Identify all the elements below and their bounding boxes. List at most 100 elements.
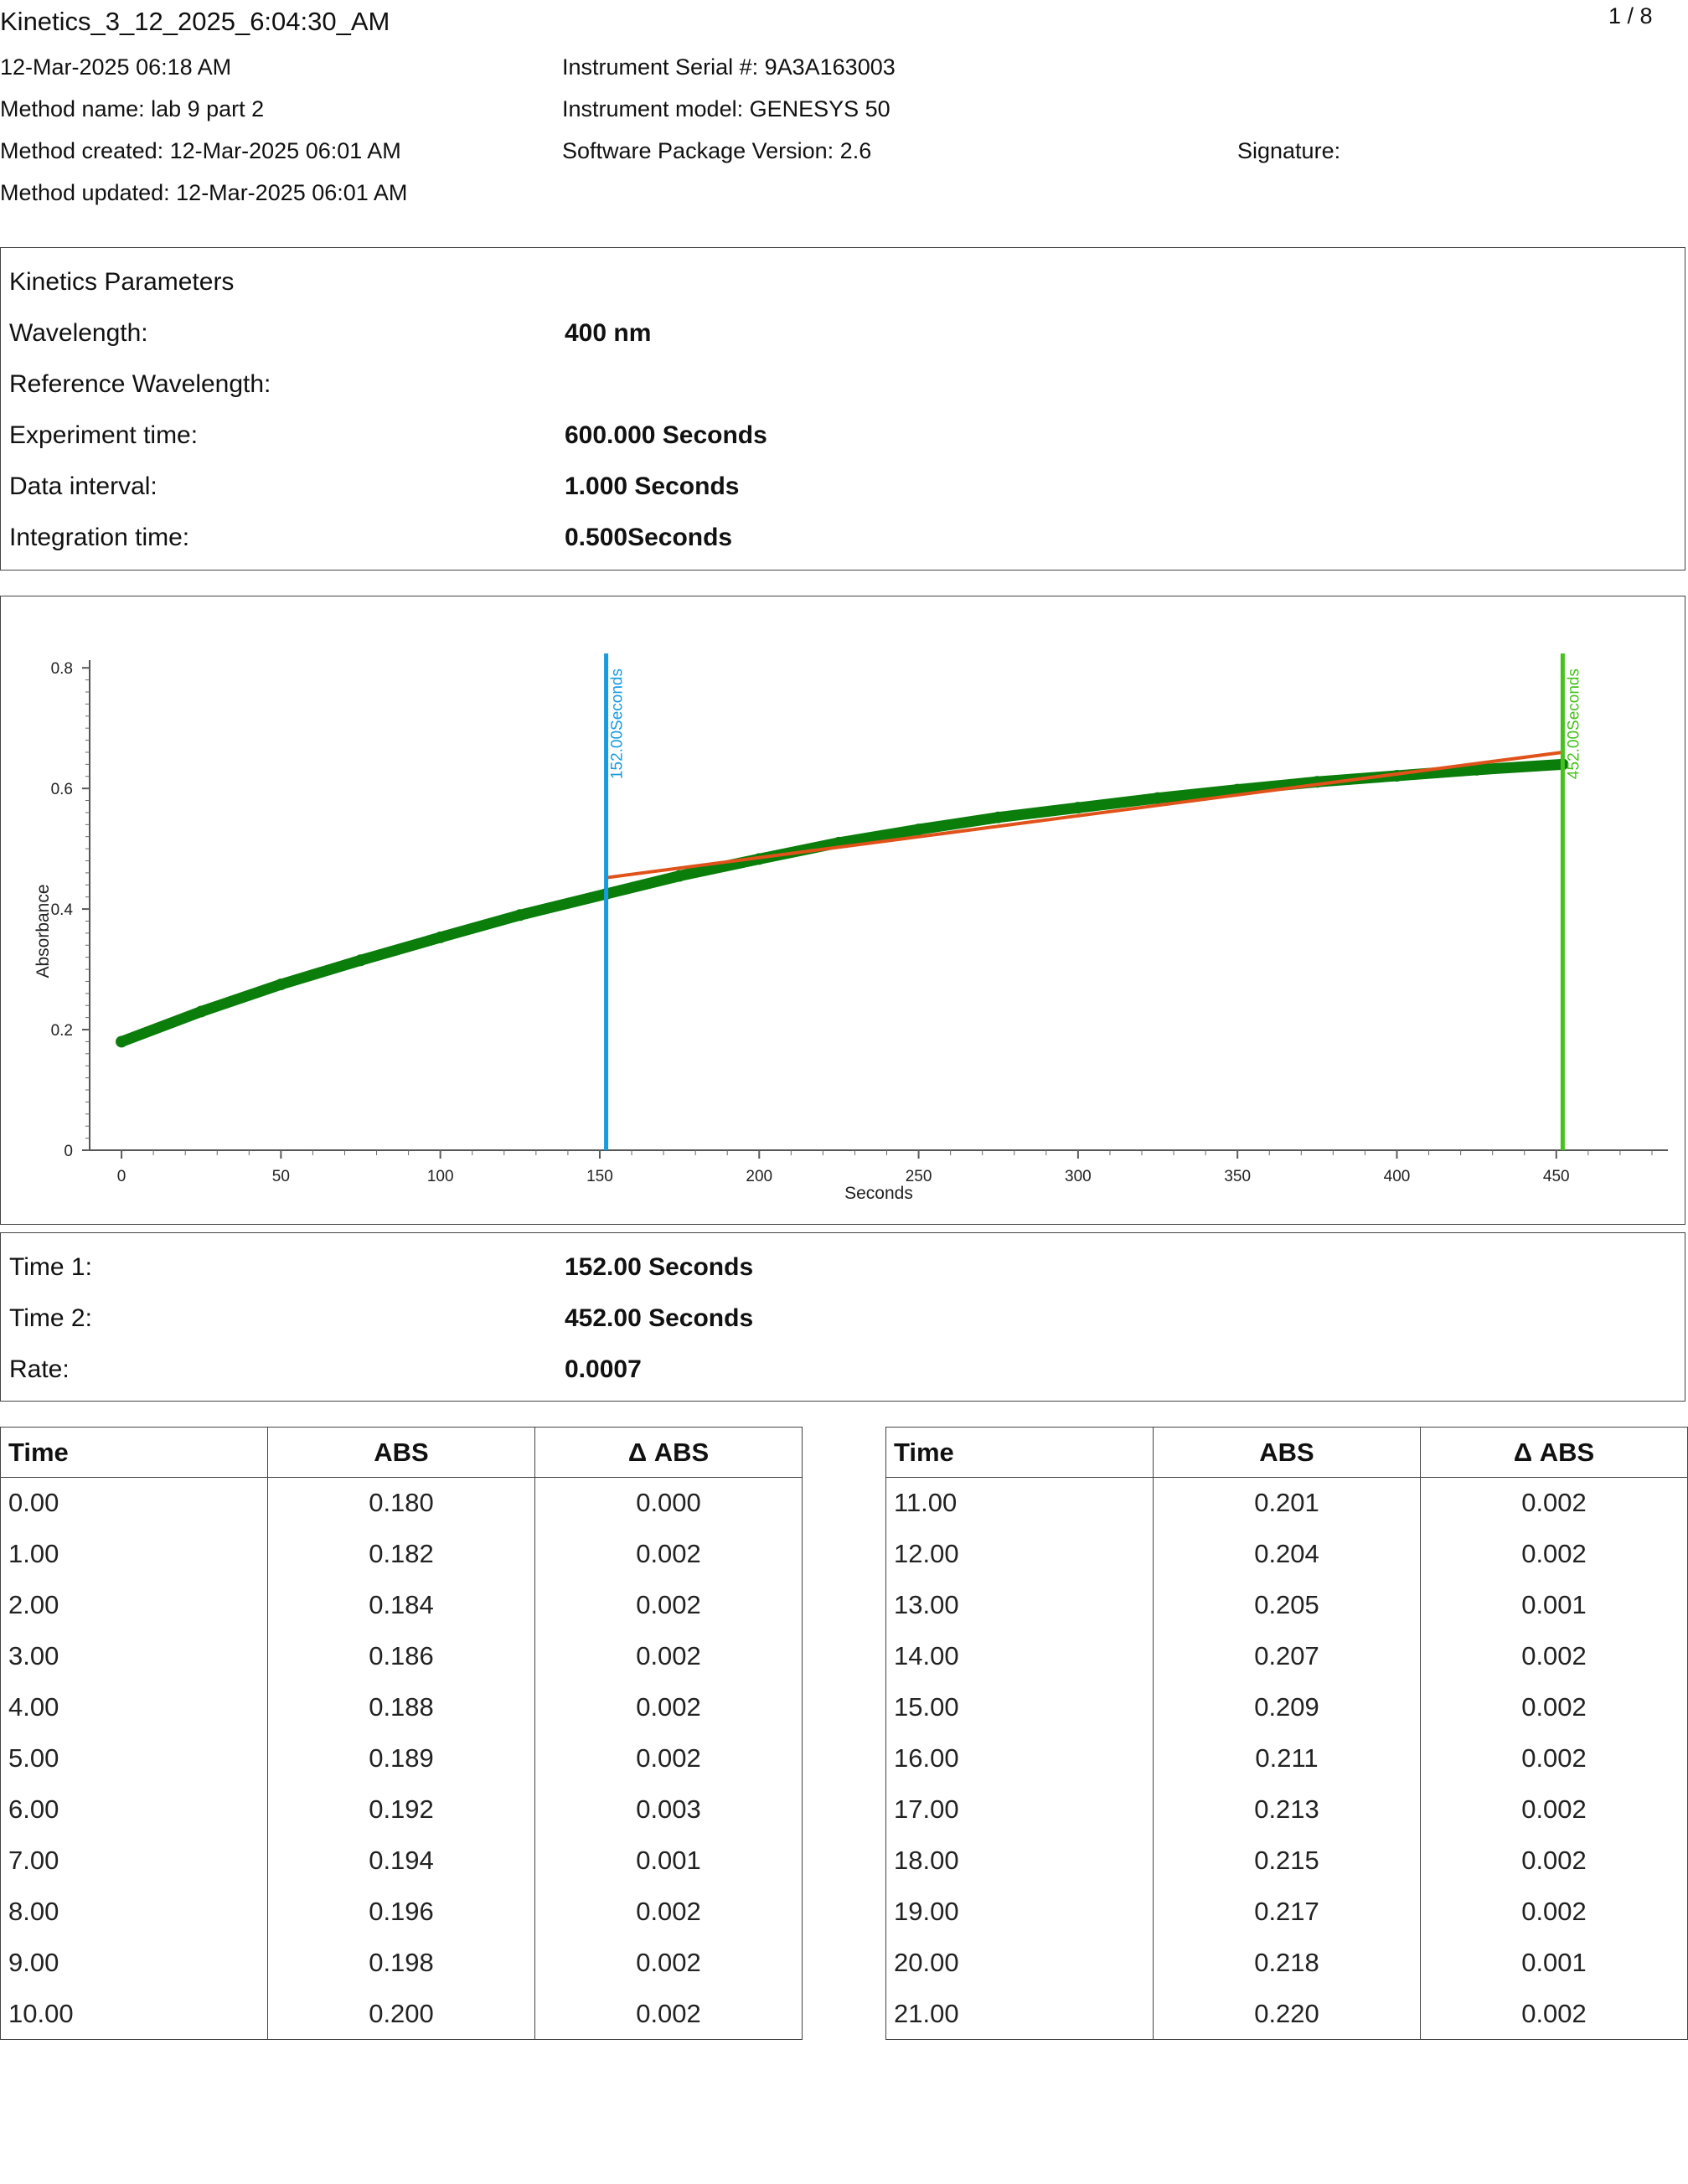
rate-label: Rate: xyxy=(9,1355,70,1383)
table-row: 2.00 0.184 0.002 xyxy=(0,1579,803,1631)
param-label-data-interval: Data interval: xyxy=(9,472,157,500)
absorbance-trace xyxy=(116,758,1568,1047)
abs-cell: 0.200 xyxy=(267,1988,535,2040)
y-tick-label: 0.6 xyxy=(51,781,73,798)
time-marker-label: 452.00Seconds xyxy=(1565,669,1582,779)
report-date: 12-Mar-2025 06:18 AM xyxy=(0,54,232,80)
method-updated: Method updated: 12-Mar-2025 06:01 AM xyxy=(0,180,408,205)
time-cell: 15.00 xyxy=(885,1681,1154,1733)
time-cell: 5.00 xyxy=(0,1732,268,1784)
data-point xyxy=(912,824,925,836)
delta-abs-cell: 0.002 xyxy=(534,1579,803,1631)
time-cell: 19.00 xyxy=(885,1886,1154,1938)
data-point xyxy=(434,931,447,943)
time-cell: 2.00 xyxy=(0,1579,268,1631)
column-header-delta-abs: Δ ABS xyxy=(1420,1427,1688,1478)
y-tick-label: 0.8 xyxy=(51,660,73,678)
column-header-time: Time xyxy=(885,1427,1154,1478)
report-title: Kinetics_3_12_2025_6:04:30_AM xyxy=(0,7,390,36)
time-cell: 21.00 xyxy=(885,1988,1154,2040)
table-row: 3.00 0.186 0.002 xyxy=(0,1630,803,1682)
param-label-integration-time: Integration time: xyxy=(9,524,190,551)
param-value-wavelength: 400 nm xyxy=(565,319,652,347)
time-cell: 17.00 xyxy=(885,1784,1154,1835)
method-name: Method name: lab 9 part 2 xyxy=(0,96,265,121)
delta-abs-cell: 0.002 xyxy=(1420,1681,1688,1733)
delta-abs-cell: 0.002 xyxy=(1420,1886,1688,1938)
abs-cell: 0.217 xyxy=(1153,1886,1421,1938)
time-cell: 1.00 xyxy=(0,1528,268,1580)
abs-cell: 0.211 xyxy=(1153,1732,1421,1784)
delta-abs-cell: 0.002 xyxy=(1420,1528,1688,1580)
table-row: 20.00 0.218 0.001 xyxy=(885,1937,1688,1989)
delta-abs-cell: 0.002 xyxy=(1420,1732,1688,1784)
params-heading: Kinetics Parameters xyxy=(9,268,235,296)
abs-cell: 0.196 xyxy=(267,1886,535,1938)
param-label-experiment-time: Experiment time: xyxy=(9,421,199,449)
x-tick-label: 300 xyxy=(1065,1168,1092,1185)
abs-cell: 0.213 xyxy=(1153,1784,1421,1835)
table-row: 9.00 0.198 0.002 xyxy=(0,1937,803,1989)
abs-cell: 0.188 xyxy=(267,1681,535,1733)
table-row: 18.00 0.215 0.002 xyxy=(885,1835,1688,1887)
abs-cell: 0.205 xyxy=(1153,1579,1421,1631)
param-value-integration-time: 0.500Seconds xyxy=(565,524,733,551)
param-label-wavelength: Wavelength: xyxy=(9,319,148,347)
delta-abs-cell: 0.002 xyxy=(534,1528,803,1580)
abs-cell: 0.194 xyxy=(267,1835,535,1887)
y-tick-label: 0.2 xyxy=(51,1022,73,1040)
table-row: 19.00 0.217 0.002 xyxy=(885,1886,1688,1938)
method-created: Method created: 12-Mar-2025 06:01 AM xyxy=(0,138,401,163)
time-cell: 14.00 xyxy=(885,1630,1154,1682)
time-cell: 18.00 xyxy=(885,1835,1154,1887)
time2-label: Time 2: xyxy=(9,1304,92,1332)
column-header-delta-abs: Δ ABS xyxy=(534,1427,803,1478)
delta-abs-cell: 0.001 xyxy=(534,1835,803,1887)
data-point xyxy=(992,811,1004,824)
time-cell: 0.00 xyxy=(0,1477,268,1529)
x-tick-label: 450 xyxy=(1543,1168,1570,1185)
table-row: 14.00 0.207 0.002 xyxy=(885,1630,1688,1682)
abs-cell: 0.218 xyxy=(1153,1937,1421,1989)
column-header-abs: ABS xyxy=(267,1427,535,1478)
absorbance-chart: 0 0.2 0.4 0.6 0.8 0 50 100 150 200 250 300 350 400 450… xyxy=(34,653,1668,1203)
time-cell: 10.00 xyxy=(0,1988,268,2040)
abs-cell: 0.201 xyxy=(1153,1477,1421,1529)
table-row: 15.00 0.209 0.002 xyxy=(885,1681,1688,1733)
data-point xyxy=(1071,802,1084,814)
delta-abs-cell: 0.002 xyxy=(1420,1630,1688,1682)
y-axis-label: Absorbance xyxy=(34,884,53,978)
abs-cell: 0.220 xyxy=(1153,1988,1421,2040)
abs-cell: 0.207 xyxy=(1153,1630,1421,1682)
table-row: 8.00 0.196 0.002 xyxy=(0,1886,803,1938)
delta-abs-cell: 0.002 xyxy=(1420,1835,1688,1887)
column-header-abs: ABS xyxy=(1153,1427,1421,1478)
table-row: 16.00 0.211 0.002 xyxy=(885,1732,1688,1784)
data-point xyxy=(1152,792,1164,804)
delta-abs-cell: 0.001 xyxy=(1420,1937,1688,1989)
time-cell: 9.00 xyxy=(0,1937,268,1989)
y-tick-label: 0 xyxy=(64,1143,73,1160)
data-point xyxy=(514,909,526,922)
param-value-experiment-time: 600.000 Seconds xyxy=(565,421,767,449)
delta-abs-cell: 0.002 xyxy=(534,1630,803,1682)
abs-cell: 0.209 xyxy=(1153,1681,1421,1733)
time-cell: 16.00 xyxy=(885,1732,1154,1784)
delta-abs-cell: 0.000 xyxy=(534,1477,803,1529)
data-point xyxy=(674,870,686,882)
x-tick-label: 200 xyxy=(746,1168,772,1185)
abs-cell: 0.189 xyxy=(267,1732,535,1784)
abs-cell: 0.182 xyxy=(267,1528,535,1580)
abs-cell: 0.186 xyxy=(267,1630,535,1682)
time2-value: 452.00 Seconds xyxy=(565,1304,754,1332)
signature-label: Signature: xyxy=(1237,138,1341,163)
time-cell: 6.00 xyxy=(0,1784,268,1835)
data-point xyxy=(116,1035,128,1048)
results-panel: Time 1: 152.00 Seconds Time 2: 452.00 Se… xyxy=(0,1232,1685,1402)
time-cell: 20.00 xyxy=(885,1937,1154,1989)
table-row: 10.00 0.200 0.002 xyxy=(0,1988,803,2040)
delta-abs-cell: 0.002 xyxy=(534,1681,803,1733)
abs-cell: 0.198 xyxy=(267,1937,535,1989)
x-tick-label: 50 xyxy=(272,1168,290,1185)
table-row: 6.00 0.192 0.003 xyxy=(0,1784,803,1835)
